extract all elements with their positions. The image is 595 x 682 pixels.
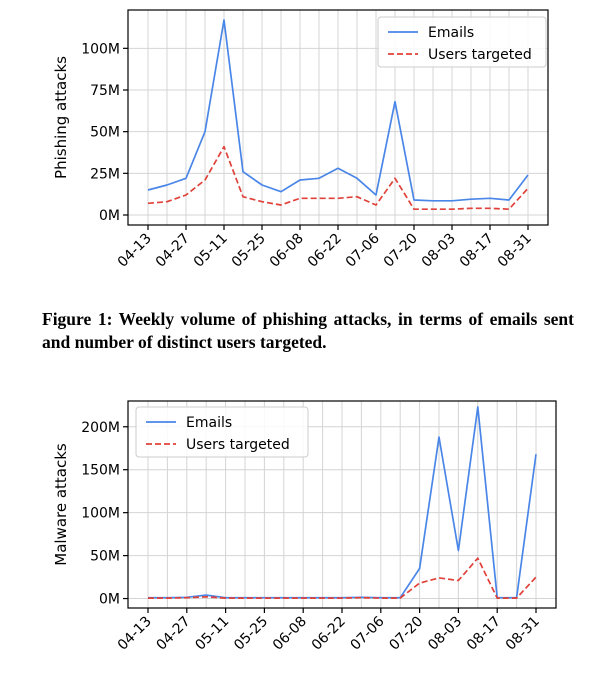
legend-label: Emails <box>428 25 474 41</box>
legend-label: Emails <box>186 415 232 431</box>
y-tick-label: 0M <box>99 592 120 608</box>
x-tick-label: 05-11 <box>191 231 231 271</box>
x-tick-label: 08-03 <box>425 614 465 654</box>
y-tick-label: 75M <box>90 83 120 99</box>
x-tick-label: 07-20 <box>386 614 426 654</box>
legend-box <box>377 16 547 68</box>
malware-chart: 0M 50M 100M 150M 200M 04-13 04-27 05-11 05-25 06-… <box>0 385 595 678</box>
plot-frame <box>127 9 549 226</box>
x-tick-label: 05-25 <box>231 614 271 654</box>
legend-box <box>135 406 309 458</box>
y-tick-label: 50M <box>90 549 120 565</box>
y-tick-label: 100M <box>81 41 120 57</box>
phishing-chart: 0M 25M 50M 75M 100M 04-13 04-27 05-11 05-25 06-08… <box>0 0 595 290</box>
y-axis-label: Malware attacks <box>52 443 70 566</box>
y-axis-label: Phishing attacks <box>52 56 70 179</box>
x-tick-label: 04-13 <box>115 614 155 654</box>
x-tick-label: 07-20 <box>381 231 421 271</box>
x-tick-label: 05-11 <box>192 614 232 654</box>
figure-caption: Figure 1: Weekly volume of phishing atta… <box>42 309 574 352</box>
series-line-users-targeted <box>147 145 529 211</box>
y-tick-label: 50M <box>90 125 120 141</box>
plot-frame <box>127 400 557 609</box>
x-tick-label: 04-27 <box>153 231 193 271</box>
x-tick-label: 04-27 <box>154 614 194 654</box>
x-tick-label: 06-08 <box>267 231 307 271</box>
x-tick-label: 06-22 <box>305 231 345 271</box>
series-line-users-targeted <box>148 557 537 599</box>
chart-svg: 0M50M100M150M200M04-1304-2705-1105-2506-… <box>52 400 557 654</box>
x-tick-label: 07-06 <box>348 613 388 653</box>
chart-svg: 0M 25M 50M 75M 100M 04-1304-2705-1105-2506-08… <box>52 9 549 271</box>
y-tick-label: 200M <box>81 420 120 436</box>
series-line-emails <box>147 19 529 202</box>
legend-label: Users targeted <box>186 437 290 453</box>
legend-label: Users targeted <box>428 47 532 63</box>
x-tick-label: 04-13 <box>115 231 155 271</box>
x-tick-label: 05-25 <box>229 231 269 271</box>
x-tick-label: 08-03 <box>419 231 459 271</box>
x-tick-label: 08-17 <box>464 614 504 654</box>
y-tick-label: 100M <box>81 506 120 522</box>
x-tick-label: 06-08 <box>270 614 310 654</box>
y-tick-label: 0M <box>99 208 120 224</box>
x-tick-label: 07-06 <box>343 230 383 270</box>
x-tick-label: 06-22 <box>309 614 349 654</box>
y-tick-label: 25M <box>90 166 120 182</box>
y-tick-label: 150M <box>81 463 120 479</box>
x-tick-label: 08-17 <box>457 231 497 271</box>
x-tick-label: 08-31 <box>503 614 543 654</box>
x-tick-label: 08-31 <box>495 231 535 271</box>
